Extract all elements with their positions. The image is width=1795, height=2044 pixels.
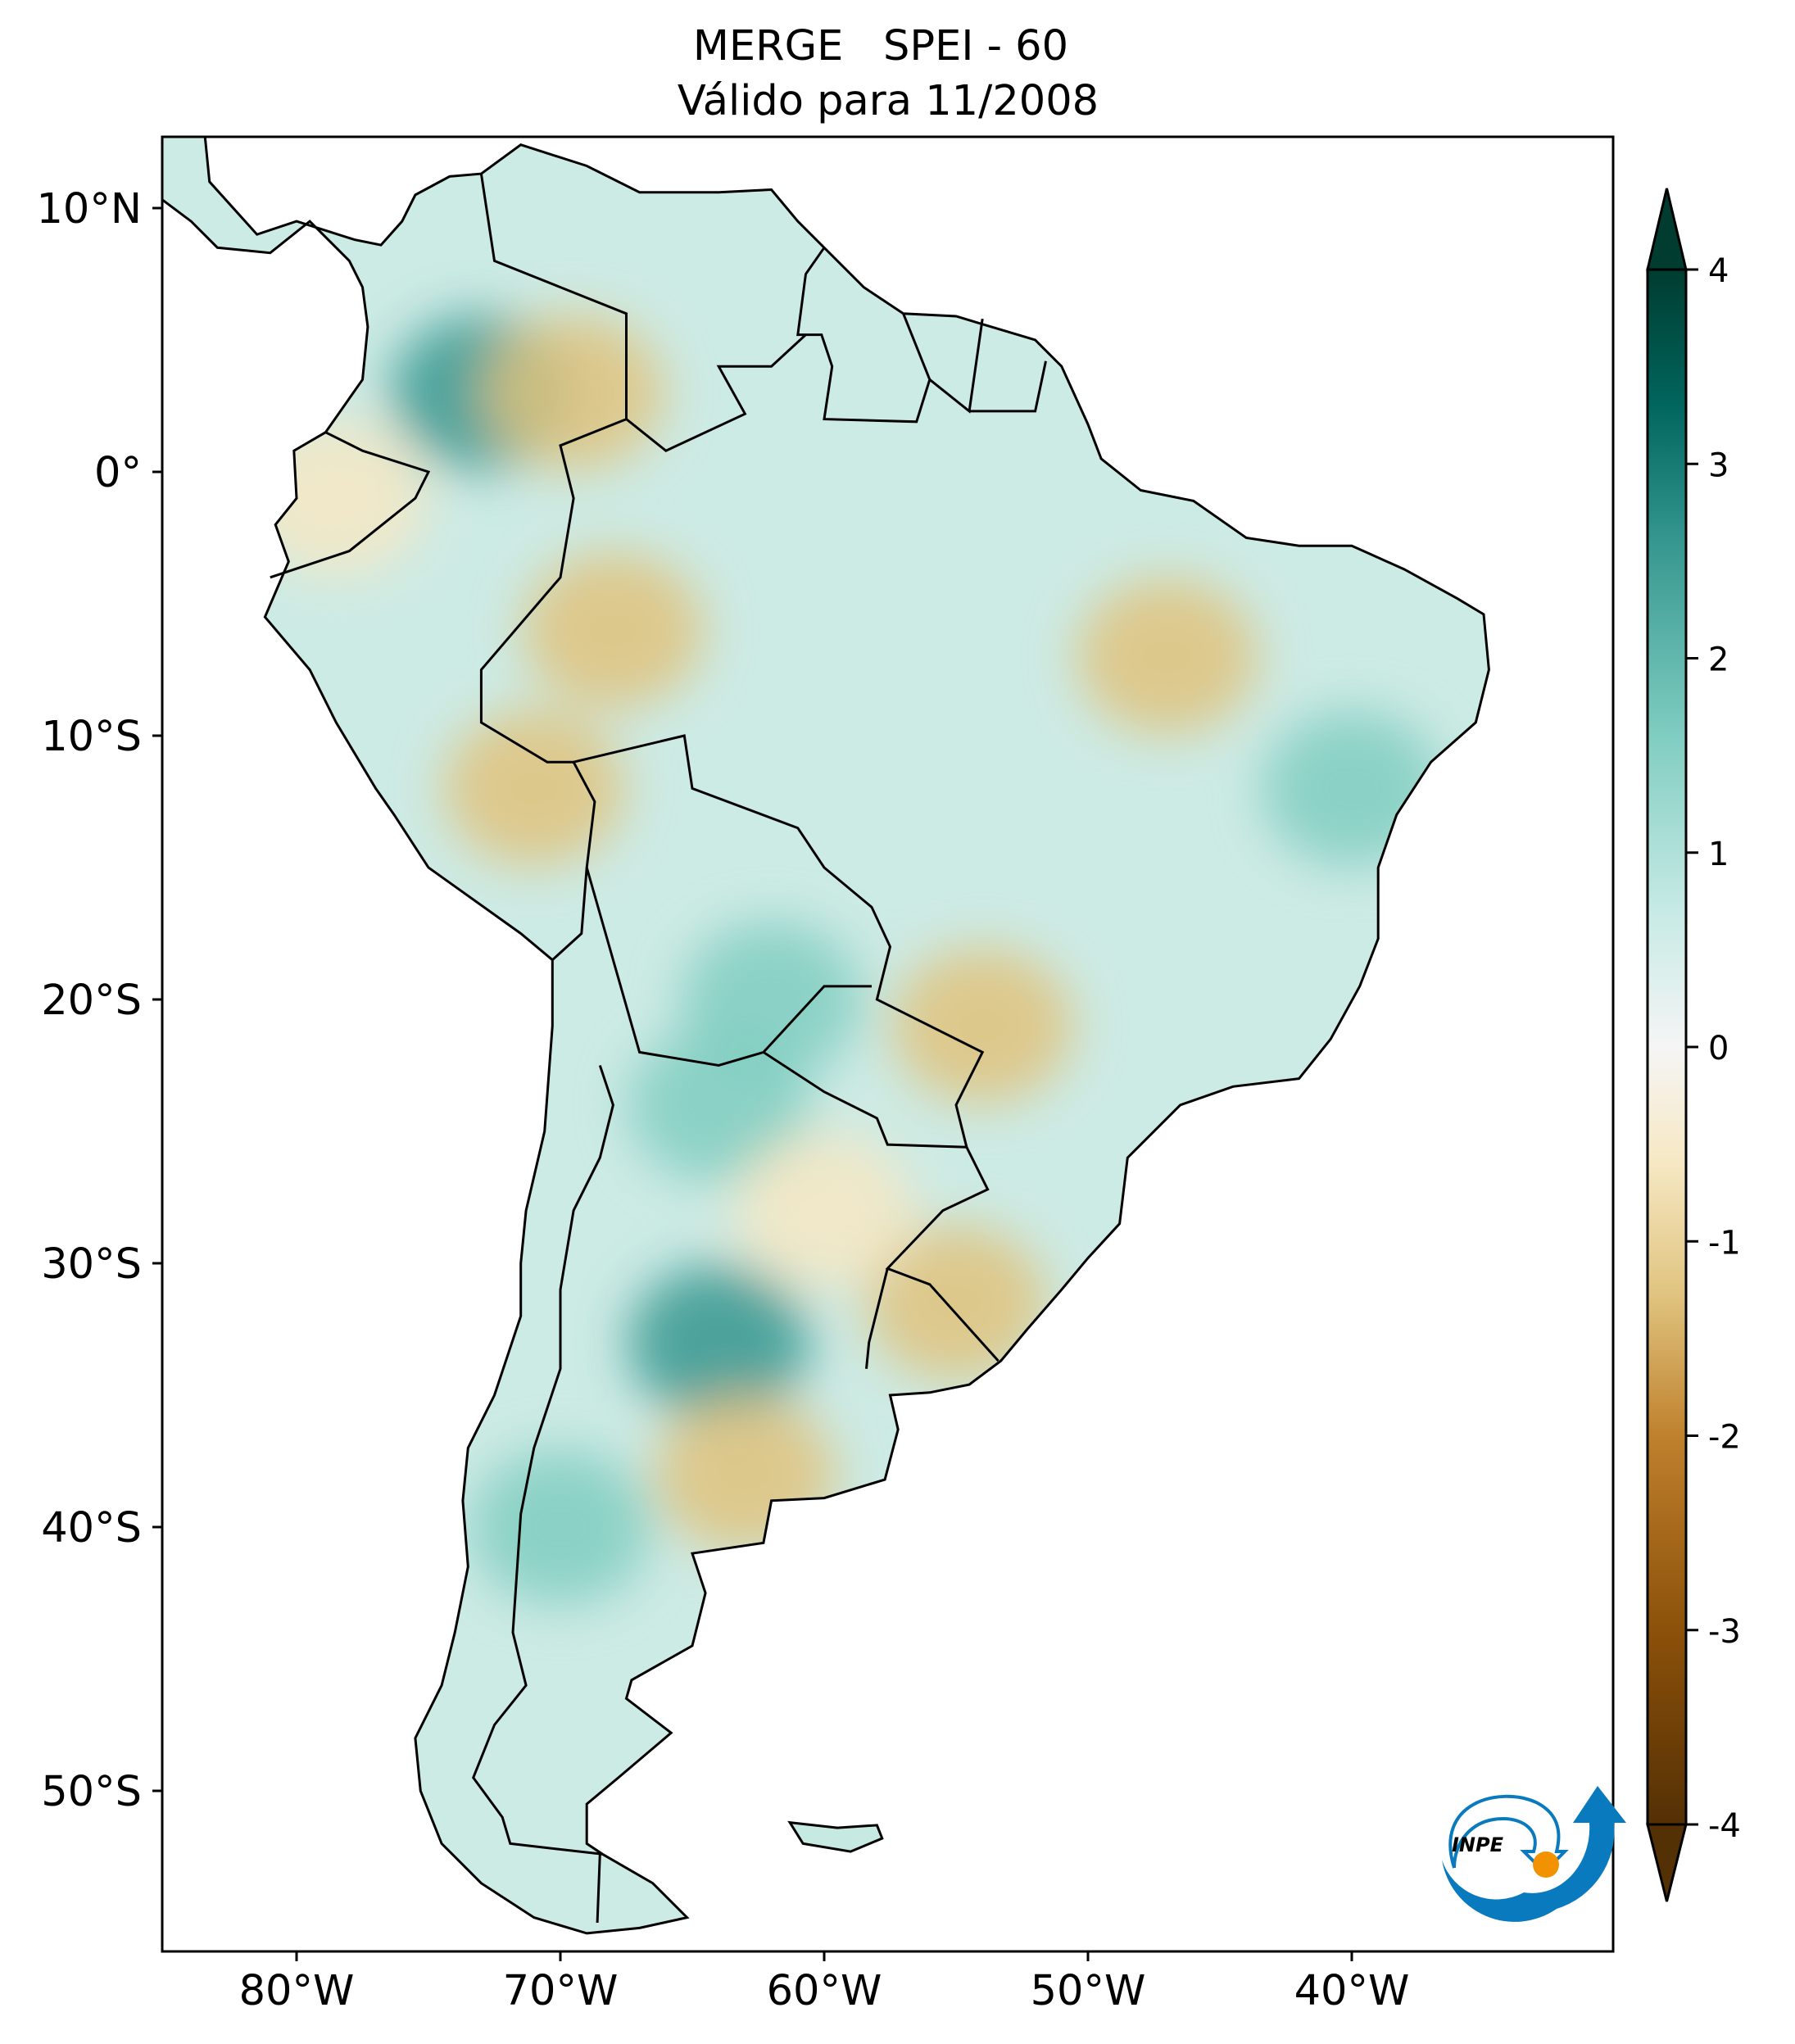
country-border bbox=[969, 360, 1047, 413]
inpe-logo: INPE bbox=[1442, 1786, 1626, 1922]
wet-anomaly-area bbox=[681, 922, 862, 1077]
axes-frame bbox=[161, 135, 1615, 1953]
country-border bbox=[585, 867, 872, 1067]
dry-anomaly-area bbox=[866, 1225, 1046, 1381]
colorbar-body bbox=[1648, 270, 1686, 1824]
dry-anomaly-area bbox=[483, 315, 664, 471]
dry-anomaly-area bbox=[892, 948, 1073, 1104]
country-border bbox=[763, 1051, 967, 1149]
lat-tick-label: 20°S bbox=[41, 977, 142, 1025]
lat-tick-label: 10°S bbox=[41, 713, 142, 761]
lat-tick-label: 30°S bbox=[41, 1240, 142, 1289]
colorbar: 4 3 2 1 0 -1 -2 -3 -4 bbox=[1646, 188, 1741, 1902]
dry-anomaly-area bbox=[734, 1132, 914, 1289]
country-border bbox=[796, 247, 931, 424]
logo-text: INPE bbox=[1452, 1833, 1504, 1856]
map-title: MERGE SPEI - 60 bbox=[693, 22, 1068, 70]
colorbar-tick-label: 4 bbox=[1708, 252, 1729, 290]
colorbar-tick-label: -2 bbox=[1708, 1419, 1741, 1457]
country-border bbox=[270, 431, 431, 579]
dry-anomaly-area bbox=[523, 552, 704, 709]
falkland-islands bbox=[787, 1820, 884, 1853]
country-border bbox=[479, 173, 628, 764]
lat-tick-label: 50°S bbox=[41, 1768, 142, 1816]
lat-tick-label: 40°S bbox=[41, 1504, 142, 1552]
lat-tick-label: 10°N bbox=[36, 185, 142, 233]
country-border bbox=[596, 1854, 601, 1924]
country-border bbox=[573, 734, 999, 1362]
lon-tick-label: 40°W bbox=[1294, 1967, 1410, 2015]
colorbar-tick-label: 1 bbox=[1708, 836, 1729, 873]
lon-tick-label: 80°W bbox=[239, 1967, 355, 2015]
dry-anomaly-area bbox=[443, 710, 624, 867]
colorbar-extend-min bbox=[1646, 1823, 1688, 1902]
dry-anomaly-area bbox=[246, 420, 427, 577]
colorbar-tick-label: -3 bbox=[1708, 1613, 1741, 1651]
colorbar-tick-label: -4 bbox=[1708, 1807, 1741, 1845]
country-borders bbox=[270, 173, 1047, 1924]
country-border bbox=[625, 333, 807, 452]
colorbar-tick-label: 2 bbox=[1708, 641, 1729, 679]
dry-anomaly-area bbox=[1077, 578, 1258, 735]
colorbar-tick-label: -1 bbox=[1708, 1224, 1741, 1262]
lon-tick-label: 60°W bbox=[767, 1967, 882, 2015]
country-border bbox=[471, 1065, 614, 1856]
colorbar-tick-label: 3 bbox=[1708, 446, 1729, 484]
dry-anomaly-area bbox=[655, 1396, 836, 1552]
colorbar-extend-max bbox=[1646, 188, 1688, 271]
lon-tick-label: 70°W bbox=[503, 1967, 619, 2015]
lon-tick-label: 50°W bbox=[1031, 1967, 1146, 2015]
map-axes: 10°N 0° 10°S 20°S 30°S 40°S 50°S 80°W 70°W 60°W 5… bbox=[36, 135, 1626, 2015]
country-border bbox=[865, 1268, 889, 1369]
wet-anomaly-area bbox=[470, 1449, 650, 1605]
coastline bbox=[162, 137, 1490, 1935]
lat-tick-label: 0° bbox=[94, 449, 142, 497]
map-subtitle: Válido para 11/2008 bbox=[678, 77, 1099, 125]
logo-orange-dot bbox=[1533, 1851, 1559, 1878]
colorbar-tick-label: 0 bbox=[1708, 1030, 1729, 1067]
wet-anomaly-area bbox=[628, 1264, 809, 1421]
